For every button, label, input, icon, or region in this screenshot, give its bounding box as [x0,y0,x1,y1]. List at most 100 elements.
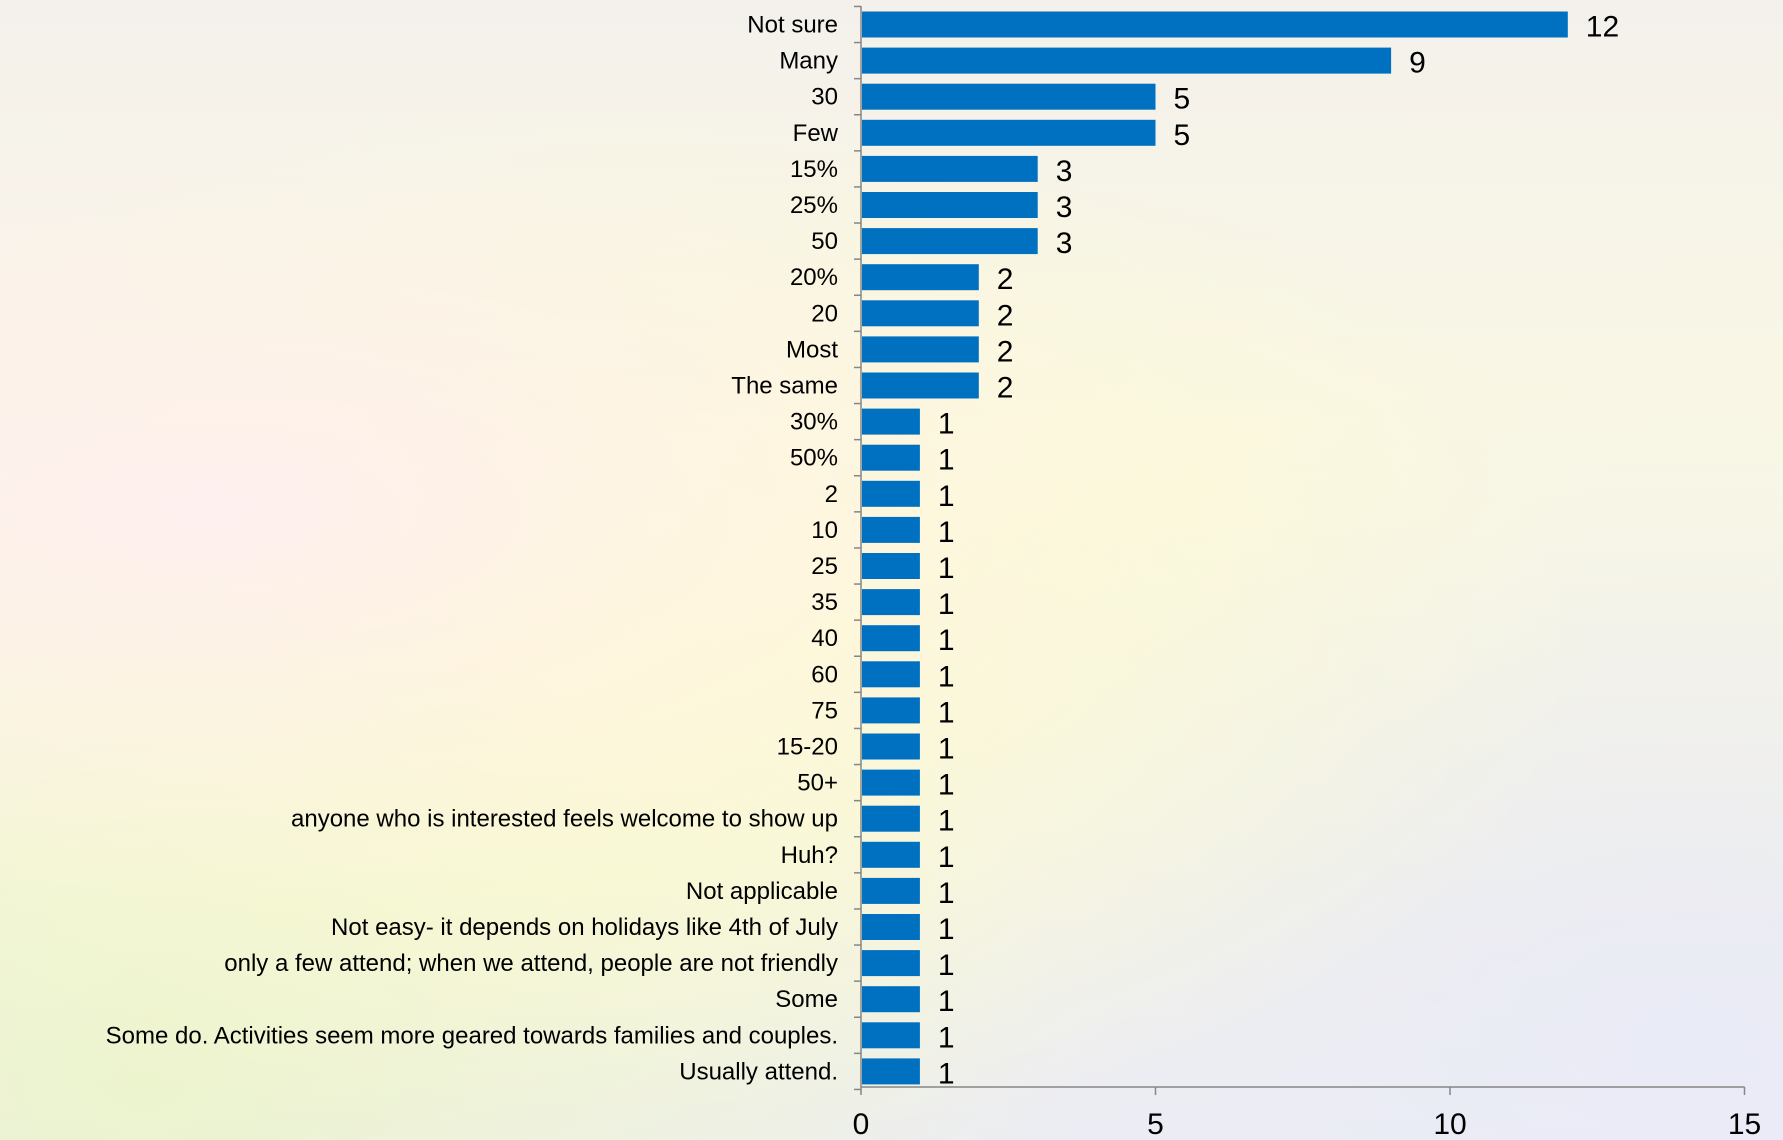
category-label: Not easy- it depends on holidays like 4t… [331,914,838,941]
x-tick-label: 5 [1147,1108,1164,1140]
bar [862,300,979,327]
category-label: Some [775,986,838,1013]
category-label: 60 [811,661,838,688]
bar [862,733,920,760]
category-label: 20 [811,300,838,327]
category-label: 50+ [797,770,838,797]
data-label: 1 [938,769,955,802]
bar [862,877,920,904]
category-label: 50% [790,445,838,472]
bar [862,192,1038,218]
x-tick-label: 0 [853,1108,870,1140]
category-labels: Not sure Many 30 Few 15% 25% 50 20% 20 Most The sa… [106,12,839,1086]
data-label: 1 [938,624,955,657]
bar [862,697,920,724]
data-label: 12 [1586,11,1619,44]
bar [862,83,1156,110]
category-label: Not sure [747,12,838,39]
data-label: 3 [1056,155,1073,188]
data-label: 1 [938,660,955,693]
category-label: 40 [811,625,838,652]
bar [862,841,920,868]
data-label: 5 [1174,83,1191,116]
bar [862,119,1156,146]
bar [862,480,920,507]
category-label: 15% [790,156,838,183]
x-tick-label: 10 [1433,1108,1466,1140]
data-label: 2 [997,299,1014,332]
bar [862,805,920,832]
bar [862,950,920,977]
category-label: 15-20 [777,734,838,761]
data-label: 2 [997,372,1014,405]
data-label: 1 [938,949,955,982]
category-label: Most [786,336,838,363]
category-label: anyone who is interested feels welcome t… [291,806,838,833]
bar [862,228,1038,255]
data-label: 1 [938,696,955,729]
bar [862,336,979,363]
data-label: 1 [938,805,955,838]
category-label: 10 [811,517,838,544]
bar [862,11,1568,38]
bar [862,553,920,579]
bar [862,625,920,652]
data-label: 1 [938,877,955,910]
bar [862,589,920,616]
category-label: Huh? [781,842,838,869]
bar [862,914,920,940]
bar [862,264,979,291]
category-label: 20% [790,264,838,291]
bar [862,155,1038,182]
bar [862,661,920,688]
bar [862,444,920,471]
data-label: 1 [938,588,955,621]
data-label: 2 [997,263,1014,296]
category-label: 25% [790,192,838,219]
data-label: 1 [938,516,955,549]
data-label: 3 [1056,191,1073,224]
category-label: 35 [811,589,838,616]
y-axis [854,5,862,1091]
bar [862,516,920,543]
data-label: 1 [938,480,955,513]
data-label: 2 [997,335,1014,368]
category-label: only a few attend; when we attend, peopl… [224,950,838,977]
bar [862,769,920,796]
data-label: 1 [938,985,955,1018]
category-label: The same [731,373,838,400]
data-label: 5 [1174,119,1191,152]
data-label: 1 [938,733,955,766]
category-label: 75 [811,697,838,724]
bars [862,11,1568,1085]
category-label: Many [779,48,838,75]
x-tick-label: 15 [1728,1108,1761,1140]
category-label: Few [793,120,839,147]
bar [862,1058,920,1085]
bar [862,408,920,435]
category-label: 25 [811,553,838,580]
x-axis: 0 5 10 15 [853,1086,1761,1140]
data-label: 1 [938,408,955,441]
data-label: 1 [938,913,955,946]
bar [862,986,920,1013]
category-label: 30% [790,409,838,436]
category-label: Usually attend. [679,1058,838,1085]
data-label: 1 [938,444,955,477]
data-label: 9 [1409,47,1426,80]
data-label: 1 [938,552,955,585]
category-label: Some do. Activities seem more geared tow… [106,1022,838,1049]
category-label: 30 [811,84,838,111]
data-label: 3 [1056,227,1073,260]
bar [862,372,979,399]
bar [862,47,1392,74]
bar [862,1022,920,1049]
category-label: 2 [825,481,838,508]
data-label: 1 [938,841,955,874]
category-label: Not applicable [686,878,838,905]
category-label: 50 [811,228,838,255]
data-label: 1 [938,1057,955,1090]
data-label: 1 [938,1021,955,1054]
